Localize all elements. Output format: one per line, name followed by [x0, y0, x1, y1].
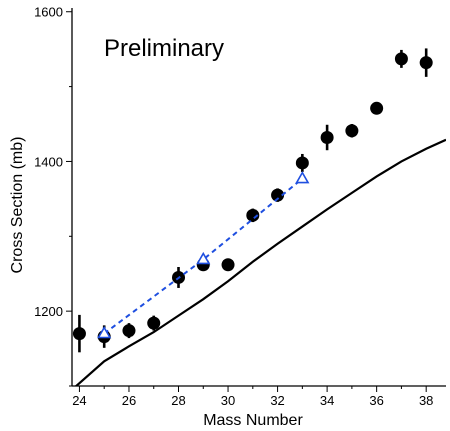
y-axis-label: Cross Section (mb): [9, 137, 26, 274]
marks: [72, 48, 446, 386]
data-point: [320, 130, 334, 144]
data-point: [122, 324, 136, 338]
dashed-series-line: [103, 177, 303, 335]
y-tick-label: 1200: [34, 304, 63, 319]
y-tick-label: 1600: [34, 5, 63, 20]
x-tick-label: 36: [369, 393, 383, 408]
axes: [71, 8, 446, 387]
annotation-preliminary: Preliminary: [104, 35, 224, 62]
data-point: [370, 101, 384, 115]
data-point: [345, 124, 359, 138]
x-axis-label: Mass Number: [203, 412, 303, 429]
data-point: [419, 56, 433, 70]
x-tick-label: 24: [72, 393, 86, 408]
data-point: [221, 258, 235, 272]
x-tick-label: 38: [419, 393, 433, 408]
data-point: [147, 316, 161, 330]
ticks: 24 26 28 30 32 34 36 38 1200 1400 1600: [34, 5, 433, 408]
data-point: [295, 156, 309, 170]
data-point: [72, 327, 86, 341]
triangle-point: [196, 251, 211, 265]
x-tick-label: 28: [171, 393, 185, 408]
x-tick-label: 32: [270, 393, 284, 408]
model-curve: [74, 138, 446, 386]
triangle-point: [295, 171, 310, 184]
y-tick-label: 1400: [34, 154, 63, 169]
data-point: [246, 208, 260, 222]
x-tick-label: 30: [221, 393, 235, 408]
data-point: [271, 188, 285, 202]
x-tick-label: 26: [122, 393, 136, 408]
x-tick-label: 34: [320, 393, 334, 408]
data-point: [394, 52, 408, 66]
triangle-point: [97, 326, 112, 339]
